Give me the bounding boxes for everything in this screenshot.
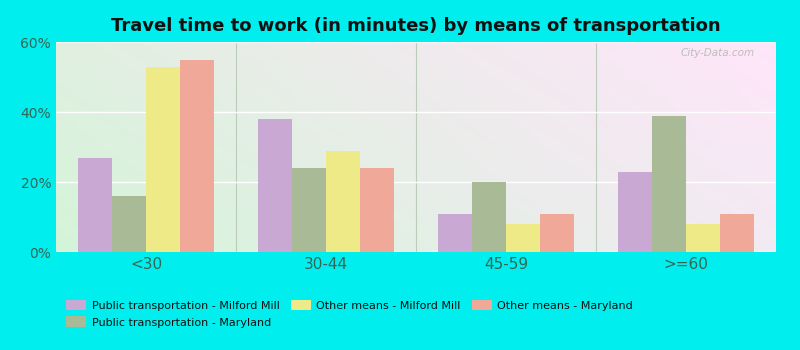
Bar xyxy=(146,66,180,252)
Bar xyxy=(652,116,686,252)
Bar xyxy=(438,214,472,252)
Bar xyxy=(292,168,326,252)
Bar xyxy=(360,168,394,252)
Bar xyxy=(506,224,540,252)
Bar xyxy=(180,60,214,252)
Bar xyxy=(78,158,112,252)
Title: Travel time to work (in minutes) by means of transportation: Travel time to work (in minutes) by mean… xyxy=(111,17,721,35)
Legend: Public transportation - Milford Mill, Public transportation - Maryland, Other me: Public transportation - Milford Mill, Pu… xyxy=(62,295,638,332)
Bar xyxy=(258,119,292,252)
Bar xyxy=(540,214,574,252)
Bar xyxy=(326,150,360,252)
Bar xyxy=(112,196,146,252)
Bar xyxy=(720,214,754,252)
Bar xyxy=(472,182,506,252)
Bar xyxy=(686,224,720,252)
Text: City-Data.com: City-Data.com xyxy=(680,48,754,58)
Bar xyxy=(618,172,652,252)
